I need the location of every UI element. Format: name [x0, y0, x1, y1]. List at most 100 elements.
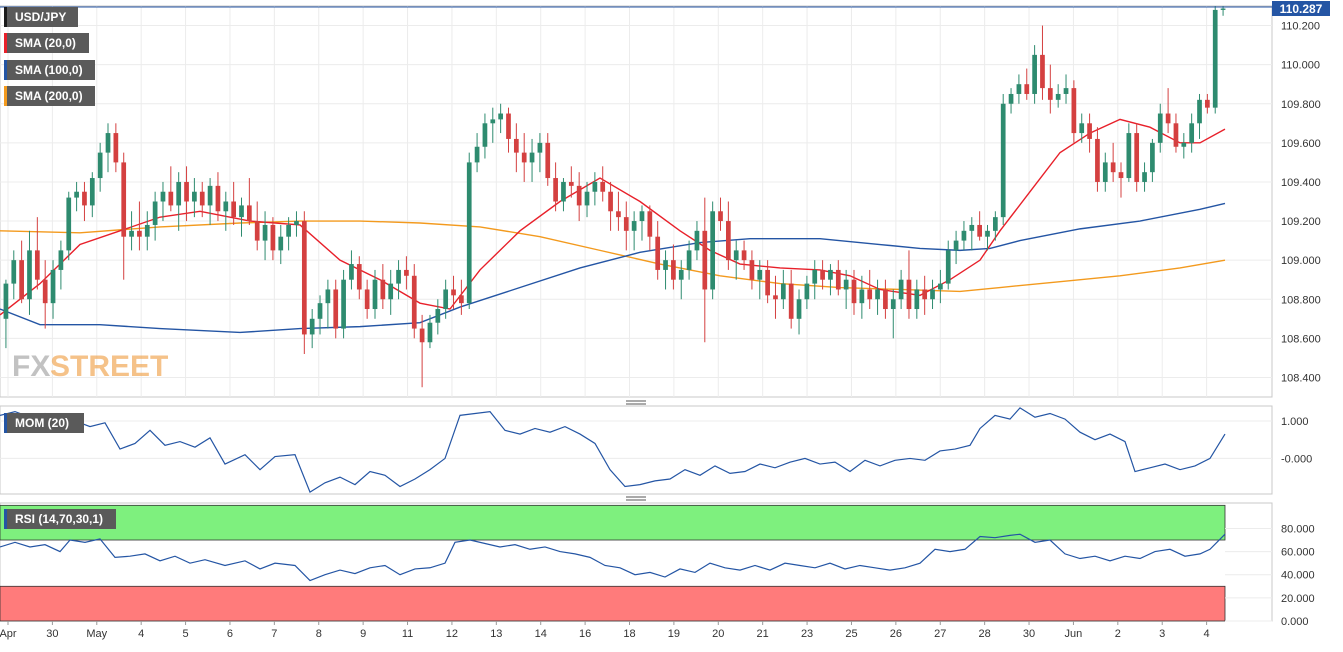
- candle-body: [396, 269, 401, 284]
- candle-body: [1000, 103, 1006, 218]
- candle-body: [184, 181, 189, 202]
- last-price-tag-bg: [1272, 1, 1330, 16]
- candle-body: [223, 201, 229, 212]
- legend-sma200-swatch: [4, 86, 7, 106]
- candle-body: [97, 152, 103, 179]
- candle-body: [835, 269, 841, 290]
- legend-sma100: SMA (100,0): [4, 60, 95, 80]
- time-tick-label: 13: [490, 628, 502, 640]
- time-tick-label: 3: [1159, 628, 1165, 640]
- time-tick-label: 18: [623, 628, 635, 640]
- candle-body: [710, 211, 716, 290]
- watermark-street: STREET: [50, 350, 168, 383]
- candle-body: [1102, 162, 1108, 182]
- time-tick-label: 7: [271, 628, 277, 640]
- price-tick-label: 109.200: [1281, 216, 1321, 228]
- momentum-line: [0, 407, 1226, 494]
- candle-body: [1008, 93, 1014, 104]
- momentum-panel: 1.000 -0.000 MOM (20): [0, 405, 1312, 495]
- candle-body: [1181, 142, 1187, 147]
- rsi-oversold-zone: [0, 585, 1226, 622]
- candle-body: [341, 279, 346, 329]
- last-price-tag: 110.287: [1272, 1, 1330, 16]
- candle-body: [663, 260, 668, 270]
- time-tick-label: 30: [46, 628, 58, 640]
- rsi-tick-label: 20.000: [1281, 593, 1315, 605]
- candle-body: [1016, 84, 1022, 94]
- legend-sma100-bg: [4, 60, 95, 80]
- candle-body: [914, 289, 920, 310]
- candle-body: [1040, 54, 1045, 89]
- candle-body: [506, 113, 511, 139]
- rsi-tick-label: 60.000: [1281, 547, 1315, 559]
- time-tick-label: 14: [535, 628, 547, 640]
- candle-body: [1173, 123, 1179, 147]
- candle-body: [333, 289, 339, 329]
- legend-rsi-label: RSI (14,70,30,1): [15, 512, 103, 526]
- candle-body: [992, 217, 998, 231]
- candle-body: [1110, 162, 1116, 173]
- candle-body: [678, 269, 684, 280]
- candle-body: [757, 269, 763, 280]
- candle-body: [364, 289, 370, 310]
- candle-body: [105, 133, 111, 153]
- candle-body: [631, 221, 637, 231]
- time-tick-label: 28: [979, 628, 991, 640]
- candle-body: [953, 240, 959, 251]
- candle-body: [592, 181, 598, 192]
- price-tick-label: 109.400: [1281, 177, 1321, 189]
- candle-body: [867, 289, 873, 300]
- panel-splitter-1[interactable]: [626, 400, 646, 405]
- candle-body: [671, 260, 676, 280]
- price-tick-label: 108.400: [1281, 372, 1321, 384]
- candle-body: [1032, 54, 1037, 94]
- candle-body: [561, 181, 566, 202]
- candle-body: [74, 191, 79, 198]
- candle-body: [19, 260, 24, 300]
- candle-body: [812, 269, 818, 284]
- candle-body: [1063, 88, 1069, 94]
- candle-body: [545, 142, 551, 179]
- momentum-axis: 1.000 -0.000: [1281, 416, 1312, 465]
- price-axis: 110.200 110.000 109.800 109.600 109.400 109.2…: [1281, 21, 1321, 385]
- candle-body: [1055, 93, 1061, 100]
- price-tick-label: 108.600: [1281, 333, 1321, 345]
- legend-sma20-label: SMA (20,0): [15, 36, 76, 50]
- time-tick-label: 5: [183, 628, 189, 640]
- rsi-series: [0, 533, 1226, 582]
- candle-body: [231, 201, 237, 218]
- candle-body: [820, 269, 825, 280]
- candle-body: [372, 279, 378, 310]
- candle-body: [576, 185, 582, 206]
- candle-body: [58, 250, 64, 270]
- candle-body: [938, 283, 943, 290]
- candle-body: [1189, 123, 1195, 143]
- candle-body: [765, 269, 770, 296]
- candle-body: [537, 142, 543, 153]
- candle-body: [733, 250, 739, 261]
- candle-body: [474, 146, 480, 163]
- candle-body: [796, 299, 802, 319]
- time-tick-label: 21: [757, 628, 769, 640]
- rsi-line: [0, 533, 1226, 582]
- price-tick-label: 109.600: [1281, 138, 1321, 150]
- candle-body: [459, 295, 464, 304]
- time-tick-label: 4: [1204, 628, 1210, 640]
- time-tick-label: 19: [668, 628, 680, 640]
- momentum-panel-frame: [0, 405, 1273, 495]
- candle-body: [843, 279, 849, 290]
- rsi-panel: 80.000 60.000 40.000 20.000 0.000 RSI (14,70…: [0, 502, 1315, 628]
- candle-body: [726, 221, 731, 261]
- momentum-tick-label: -0.000: [1281, 453, 1312, 465]
- candle-body: [969, 224, 975, 231]
- momentum-grid: [0, 420, 1272, 459]
- candle-body: [521, 152, 527, 163]
- time-tick-label: 6: [227, 628, 233, 640]
- last-price-value: 110.287: [1280, 2, 1323, 16]
- rsi-tick-label: 40.000: [1281, 570, 1315, 582]
- time-tick-label: 30: [1023, 628, 1035, 640]
- panel-splitter-2[interactable]: [626, 496, 646, 501]
- candle-body: [301, 221, 307, 335]
- legend-rsi-bg: [4, 509, 116, 529]
